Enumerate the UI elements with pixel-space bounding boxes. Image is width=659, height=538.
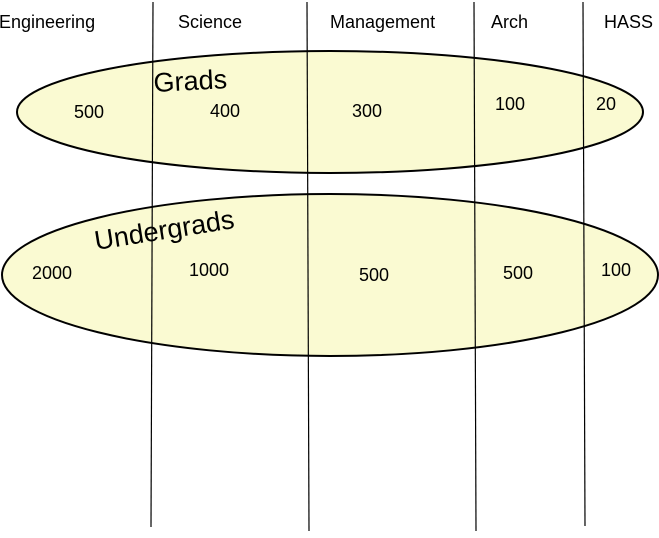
grads-count-management: 300 [352,101,382,121]
column-header-arch: Arch [491,12,528,32]
grads-ellipse [16,50,644,174]
undergrads-ellipse [1,193,659,357]
column-header-engineering: Engineering [0,12,95,32]
grads-count-engineering: 500 [74,102,104,122]
column-divider-3 [473,1,477,532]
column-divider-2 [306,1,310,532]
grads-label: Grads [153,64,228,98]
column-header-management: Management [330,12,435,32]
grads-count-arch: 100 [495,94,525,114]
column-divider-4 [582,1,586,527]
column-header-science: Science [178,12,242,32]
undergrads-count-hass: 100 [601,260,631,280]
grads-count-science: 400 [210,101,240,121]
column-header-hass: HASS [604,12,653,32]
undergrads-count-management: 500 [359,265,389,285]
undergrads-count-science: 1000 [189,260,229,280]
grads-count-hass: 20 [596,94,616,114]
undergrads-count-engineering: 2000 [32,263,72,283]
column-divider-1 [150,1,154,528]
undergrads-count-arch: 500 [503,263,533,283]
